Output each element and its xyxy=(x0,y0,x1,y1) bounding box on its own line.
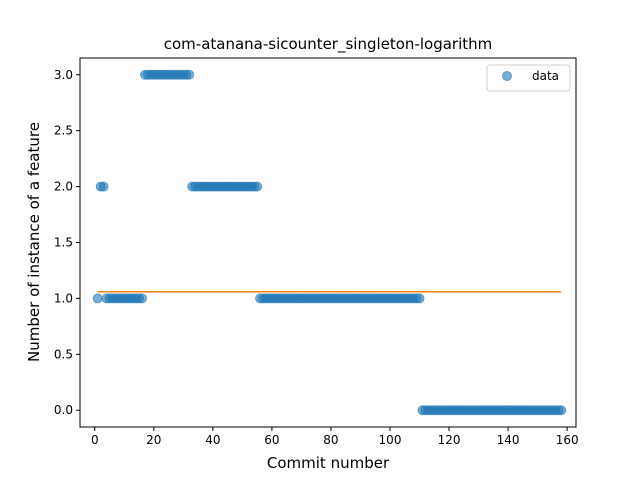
x-tick-label: 160 xyxy=(556,433,579,447)
x-tick-label: 0 xyxy=(91,433,99,447)
data-points xyxy=(92,69,567,416)
x-tick-label: 60 xyxy=(264,433,279,447)
y-tick-label: 2.5 xyxy=(54,124,73,138)
y-tick-label: 1.0 xyxy=(54,291,73,305)
data-point xyxy=(98,181,109,192)
data-point xyxy=(184,69,195,80)
legend: data xyxy=(486,64,571,92)
y-tick-label: 3.0 xyxy=(54,68,73,82)
data-point xyxy=(92,293,103,304)
x-tick-label: 140 xyxy=(497,433,520,447)
chart-title: com-atanana-sicounter_singleton-logarith… xyxy=(164,35,493,54)
x-tick-label: 100 xyxy=(379,433,402,447)
legend-marker xyxy=(502,71,512,81)
data-point xyxy=(137,293,147,304)
x-axis-ticks: 0 20 40 60 80 100 120 140 160 xyxy=(91,427,579,447)
data-point xyxy=(556,405,567,416)
y-tick-label: 1.5 xyxy=(54,236,73,250)
x-tick-label: 40 xyxy=(205,433,220,447)
x-axis-label: Commit number xyxy=(267,454,390,472)
x-tick-label: 80 xyxy=(323,433,338,447)
data-point xyxy=(414,293,425,304)
x-tick-label: 20 xyxy=(146,433,161,447)
x-tick-label: 120 xyxy=(438,433,461,447)
y-axis-label: Number of instance of a feature xyxy=(25,122,43,362)
data-point xyxy=(252,181,263,192)
y-tick-label: 0.5 xyxy=(54,347,73,361)
y-axis-ticks: 0.0 0.5 1.0 1.5 2.0 2.5 3.0 xyxy=(54,68,80,417)
y-tick-label: 0.0 xyxy=(54,403,73,417)
y-tick-label: 2.0 xyxy=(54,180,73,194)
legend-label-data: data xyxy=(532,69,559,83)
